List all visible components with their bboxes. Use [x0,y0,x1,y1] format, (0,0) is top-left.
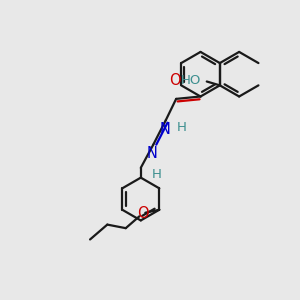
Text: N: N [160,122,171,137]
Text: O: O [169,74,181,88]
Text: HO: HO [181,74,201,86]
Text: O: O [137,206,149,221]
Text: H: H [177,121,187,134]
Text: H: H [152,168,162,182]
Text: N: N [147,146,158,161]
